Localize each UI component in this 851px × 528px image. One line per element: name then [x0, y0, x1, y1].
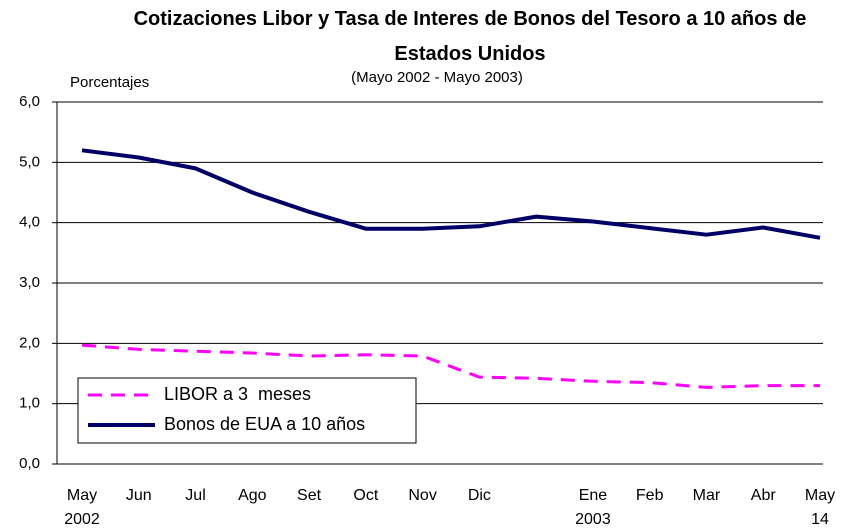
y-tick-label: 4,0 — [19, 214, 40, 231]
legend-label: LIBOR a 3 meses — [164, 384, 311, 404]
legend-box — [77, 377, 417, 444]
y-tick-label: 1,0 — [19, 395, 40, 412]
x-tick-label: Oct — [353, 487, 379, 504]
x-tick-label: Set — [297, 487, 322, 504]
chart-title: Cotizaciones Libor y Tasa de Interes de … — [133, 8, 807, 65]
x-tick-label: May 14 — [804, 487, 836, 528]
x-tick-label: Jun — [125, 487, 152, 504]
y-tick-label: 5,0 — [19, 153, 40, 170]
x-tick-label: Nov — [408, 487, 437, 504]
y-axis-label: Porcentajes — [70, 74, 149, 91]
y-tick-label: 6,0 — [19, 93, 40, 110]
x-tick-label: Abr — [750, 487, 776, 504]
line-series — [81, 343, 820, 389]
x-tick-label: Ago — [238, 487, 267, 504]
x-tick-label: Jul — [185, 487, 206, 504]
line-series — [81, 148, 821, 240]
y-tick-label: 2,0 — [19, 334, 40, 351]
x-tick-label: May 2002 — [64, 487, 100, 528]
x-tick-label: Feb — [635, 487, 664, 504]
x-tick-label: Dic — [467, 487, 491, 504]
y-tick-label: 0,0 — [19, 455, 40, 472]
x-tick-label: Ene 2003 — [575, 487, 611, 528]
chart-subtitle: (Mayo 2002 - Mayo 2003) — [351, 69, 523, 86]
x-tick-label: Mar — [692, 487, 721, 504]
legend-label: Bonos de EUA a 10 años — [164, 414, 365, 434]
y-tick-label: 3,0 — [19, 274, 40, 291]
